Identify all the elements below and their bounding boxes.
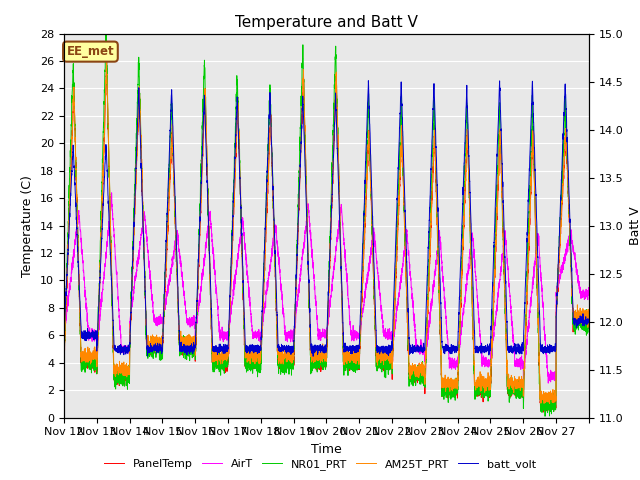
NR01_PRT <box>496 109 504 115</box>
PanelTemp <box>496 135 504 141</box>
Text: EE_met: EE_met <box>67 45 115 58</box>
NR01_PRT <box>585 325 593 331</box>
NR01_PRT <box>102 31 109 36</box>
AM25T_PRT <box>585 311 593 317</box>
PanelTemp <box>509 389 517 395</box>
PanelTemp <box>470 371 478 376</box>
PanelTemp <box>60 354 68 360</box>
NR01_PRT <box>169 144 177 149</box>
AM25T_PRT <box>470 362 478 368</box>
batt_volt <box>510 346 518 352</box>
NR01_PRT <box>541 413 549 419</box>
Y-axis label: Temperature (C): Temperature (C) <box>22 175 35 276</box>
AirT <box>169 255 177 261</box>
AirT <box>108 190 115 196</box>
AM25T_PRT <box>509 379 517 384</box>
AM25T_PRT <box>346 352 353 358</box>
AirT <box>60 337 68 343</box>
batt_volt <box>374 347 382 352</box>
AirT <box>496 277 504 283</box>
NR01_PRT <box>60 354 68 360</box>
PanelTemp <box>103 59 111 65</box>
Line: AirT: AirT <box>64 193 589 383</box>
PanelTemp <box>585 314 593 320</box>
NR01_PRT <box>470 371 478 377</box>
X-axis label: Time: Time <box>311 443 342 456</box>
Line: PanelTemp: PanelTemp <box>64 62 589 412</box>
AM25T_PRT <box>60 358 68 363</box>
AirT <box>470 246 478 252</box>
AirT <box>374 269 381 275</box>
PanelTemp <box>346 368 353 373</box>
AM25T_PRT <box>169 145 177 151</box>
PanelTemp <box>169 144 177 150</box>
NR01_PRT <box>509 378 517 384</box>
batt_volt <box>309 353 317 359</box>
Line: batt_volt: batt_volt <box>64 81 589 356</box>
batt_volt <box>346 345 353 351</box>
AM25T_PRT <box>374 352 381 358</box>
PanelTemp <box>540 409 547 415</box>
Y-axis label: Batt V: Batt V <box>629 206 640 245</box>
AirT <box>545 380 552 386</box>
Title: Temperature and Batt V: Temperature and Batt V <box>235 15 418 30</box>
batt_volt <box>365 78 372 84</box>
AM25T_PRT <box>102 55 110 60</box>
Line: NR01_PRT: NR01_PRT <box>64 34 589 416</box>
PanelTemp <box>374 361 381 367</box>
Legend: PanelTemp, AirT, NR01_PRT, AM25T_PRT, batt_volt: PanelTemp, AirT, NR01_PRT, AM25T_PRT, ba… <box>100 455 540 474</box>
batt_volt <box>496 92 504 98</box>
batt_volt <box>169 122 177 128</box>
AirT <box>346 318 353 324</box>
AM25T_PRT <box>546 401 554 407</box>
AirT <box>585 291 593 297</box>
batt_volt <box>585 318 593 324</box>
Line: AM25T_PRT: AM25T_PRT <box>64 58 589 404</box>
AirT <box>509 336 517 341</box>
batt_volt <box>470 326 478 332</box>
NR01_PRT <box>374 362 381 368</box>
NR01_PRT <box>346 365 353 371</box>
AM25T_PRT <box>496 130 504 136</box>
batt_volt <box>60 333 68 339</box>
